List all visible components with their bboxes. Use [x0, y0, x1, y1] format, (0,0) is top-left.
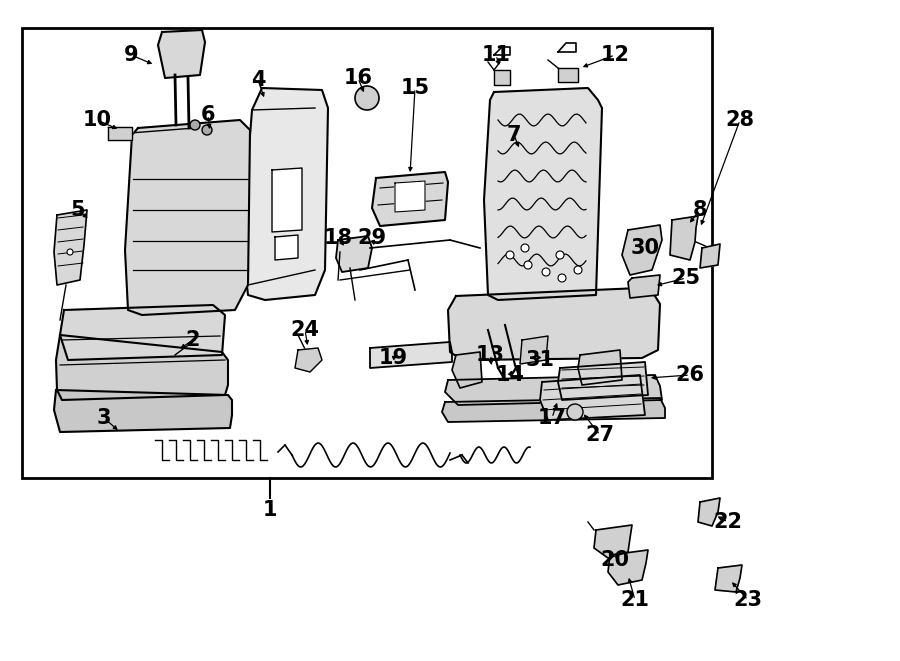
Text: 25: 25	[671, 268, 700, 288]
Polygon shape	[494, 70, 510, 85]
Polygon shape	[452, 352, 482, 388]
Polygon shape	[370, 342, 452, 368]
Polygon shape	[158, 30, 205, 78]
Polygon shape	[594, 525, 632, 558]
Polygon shape	[272, 168, 302, 232]
Polygon shape	[578, 350, 622, 385]
Polygon shape	[275, 235, 298, 260]
Circle shape	[556, 251, 564, 259]
Polygon shape	[698, 498, 720, 526]
Polygon shape	[622, 225, 662, 275]
Text: 6: 6	[201, 105, 215, 125]
Polygon shape	[395, 181, 425, 212]
Text: 7: 7	[507, 125, 521, 145]
Circle shape	[524, 261, 532, 269]
Polygon shape	[628, 275, 660, 298]
Text: 19: 19	[378, 348, 408, 368]
Text: 29: 29	[357, 228, 387, 248]
Text: 4: 4	[251, 70, 266, 90]
Polygon shape	[700, 244, 720, 268]
Polygon shape	[60, 305, 225, 360]
Polygon shape	[242, 88, 328, 300]
Text: 3: 3	[97, 408, 112, 428]
Circle shape	[558, 274, 566, 282]
Text: 11: 11	[482, 45, 510, 65]
Polygon shape	[336, 236, 372, 272]
Polygon shape	[54, 390, 232, 432]
Polygon shape	[295, 348, 322, 372]
Text: 1: 1	[263, 500, 277, 520]
Circle shape	[521, 244, 529, 252]
Text: 5: 5	[71, 200, 86, 220]
Text: 15: 15	[400, 78, 429, 98]
Polygon shape	[670, 216, 698, 260]
Polygon shape	[540, 375, 645, 420]
Polygon shape	[442, 398, 665, 422]
Circle shape	[574, 266, 582, 274]
Text: 23: 23	[734, 590, 762, 610]
Polygon shape	[445, 375, 662, 405]
Circle shape	[567, 404, 583, 420]
Polygon shape	[108, 127, 132, 140]
Polygon shape	[54, 210, 87, 285]
Text: 12: 12	[600, 45, 629, 65]
Polygon shape	[372, 172, 448, 226]
Circle shape	[202, 125, 212, 135]
Circle shape	[506, 251, 514, 259]
Circle shape	[190, 120, 200, 130]
Text: 28: 28	[725, 110, 754, 130]
Text: 22: 22	[714, 512, 742, 532]
Text: 16: 16	[344, 68, 373, 88]
Text: 26: 26	[676, 365, 705, 385]
Polygon shape	[484, 88, 602, 300]
Text: 14: 14	[496, 365, 525, 385]
Polygon shape	[125, 120, 250, 315]
Text: 20: 20	[600, 550, 629, 570]
Polygon shape	[558, 362, 648, 400]
Polygon shape	[520, 336, 548, 364]
Text: 13: 13	[475, 345, 505, 365]
Polygon shape	[608, 550, 648, 585]
Text: 31: 31	[526, 350, 554, 370]
Text: 27: 27	[586, 425, 615, 445]
Bar	[22, 28, 712, 478]
Circle shape	[542, 268, 550, 276]
Text: 30: 30	[631, 238, 660, 258]
Polygon shape	[448, 288, 660, 360]
Circle shape	[67, 249, 73, 255]
Text: 2: 2	[185, 330, 200, 350]
Text: 8: 8	[693, 200, 707, 220]
Text: 9: 9	[123, 45, 139, 65]
Circle shape	[355, 86, 379, 110]
Text: 24: 24	[291, 320, 319, 340]
Polygon shape	[558, 68, 578, 82]
Text: 10: 10	[83, 110, 112, 130]
Polygon shape	[715, 565, 742, 592]
Text: 17: 17	[537, 408, 566, 428]
Text: 21: 21	[620, 590, 650, 610]
Polygon shape	[56, 335, 228, 400]
Text: 18: 18	[323, 228, 353, 248]
